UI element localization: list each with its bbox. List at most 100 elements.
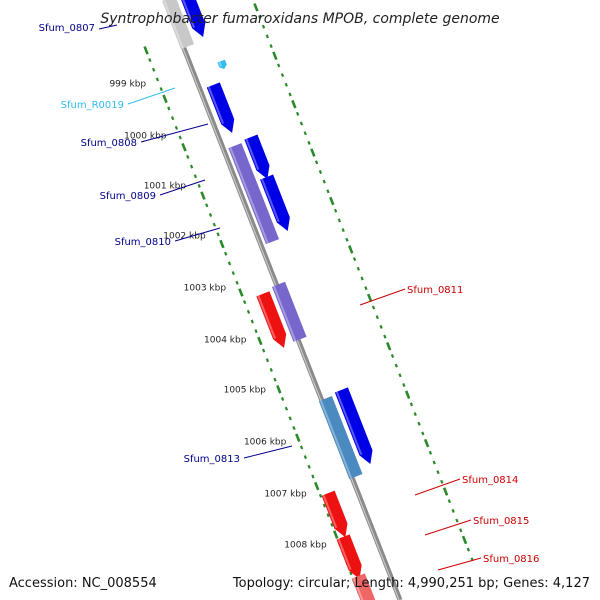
kbp-label: 1001 kbp — [144, 182, 187, 192]
tick-inner-minor — [265, 358, 270, 363]
tick-inner-minor — [284, 406, 289, 411]
topology-text: Topology: circular; Length: 4,990,251 bp… — [232, 576, 590, 591]
tick-inner-major — [143, 46, 149, 55]
tick-inner-minor — [269, 367, 273, 372]
tick-inner-minor — [197, 183, 201, 188]
kbp-label: 1006 kbp — [244, 438, 287, 448]
kbp-label: 1002 kbp — [163, 232, 206, 242]
gene-label-leader — [140, 123, 209, 143]
gene-label[interactable]: Sfum_0810 — [115, 237, 171, 248]
gene-sfum-0811-reverse[interactable] — [256, 291, 287, 348]
kbp-label: 1004 kbp — [204, 336, 247, 346]
tick-outer-minor — [364, 286, 368, 291]
tick-outer-minor — [390, 353, 395, 358]
tick-outer-major — [272, 51, 278, 61]
gene-label[interactable]: Sfum_0813 — [184, 454, 240, 465]
gene-label[interactable]: Sfum_0811 — [407, 285, 463, 296]
gene-label-leader — [243, 445, 293, 459]
tick-outer-minor — [299, 121, 304, 126]
gene-label[interactable]: Sfum_0814 — [462, 475, 518, 486]
gene-sfum-r0019[interactable] — [217, 59, 227, 70]
tick-outer-minor — [261, 24, 266, 29]
tick-inner-minor — [288, 416, 292, 421]
tick-outer-minor — [326, 189, 330, 194]
tick-outer-minor — [432, 460, 436, 465]
gene-sfum-0810[interactable] — [260, 174, 290, 232]
tick-inner-minor — [261, 348, 266, 353]
tick-marks-outer — [253, 3, 474, 562]
gene-label-leader — [359, 288, 406, 306]
gene-label-leader — [414, 478, 461, 496]
tick-outer-major — [329, 196, 335, 206]
gene-sfum-0814-highlight — [322, 494, 338, 529]
gene-label[interactable]: Sfum_0816 — [483, 554, 539, 565]
gene-sfum-0809[interactable] — [244, 134, 270, 180]
tick-outer-minor — [258, 15, 262, 20]
tick-outer-minor — [417, 421, 421, 426]
gene-label[interactable]: Sfum_0809 — [100, 191, 156, 202]
gene-label[interactable]: Sfum_R0019 — [61, 100, 124, 111]
tick-inner-minor — [292, 426, 296, 431]
gene-sfum-0813-region[interactable] — [318, 395, 363, 480]
gene-sfum-0816[interactable] — [351, 573, 379, 600]
gene-sfum-0809-region[interactable] — [228, 143, 280, 245]
tick-inner-minor — [227, 261, 232, 266]
tick-outer-minor — [288, 92, 292, 97]
tick-inner-minor — [167, 106, 171, 111]
tick-inner-major — [295, 433, 301, 442]
tick-outer-minor — [341, 228, 345, 233]
tick-inner-minor — [322, 503, 326, 508]
kbp-label: 1005 kbp — [224, 386, 267, 396]
tick-inner-minor — [224, 251, 228, 256]
gene-sfum-0808[interactable] — [206, 82, 235, 133]
tick-inner-minor — [205, 203, 209, 208]
tick-inner-minor — [246, 309, 251, 314]
tick-inner-major — [314, 481, 320, 491]
tick-outer-minor — [269, 44, 273, 49]
gene-sfum-0811[interactable] — [271, 281, 307, 342]
tick-inner-minor — [299, 445, 304, 450]
tick-inner-major — [333, 530, 339, 539]
tick-inner-major — [276, 385, 282, 394]
gene-label-leader — [174, 227, 221, 242]
gene-sfum-0807[interactable] — [179, 0, 206, 37]
tick-outer-minor — [345, 237, 349, 242]
gene-label[interactable]: Sfum_0807 — [39, 23, 95, 34]
gene-label[interactable]: Sfum_0808 — [81, 138, 137, 149]
tick-marks-inner — [143, 46, 361, 595]
gene-sfum-0807-highlight — [182, 0, 196, 28]
gene-sfum-0814[interactable] — [321, 490, 348, 538]
kbp-label: 999 kbp — [109, 80, 146, 90]
gene-sfum-0807-shadow[interactable] — [162, 0, 195, 50]
tick-outer-minor — [333, 208, 338, 213]
tick-outer-minor — [375, 315, 379, 320]
tick-outer-minor — [277, 63, 281, 68]
tick-inner-minor — [326, 513, 330, 518]
gene-sfum-0815-highlight — [337, 538, 352, 570]
tick-outer-minor — [356, 266, 360, 271]
gene-label[interactable]: Sfum_0815 — [473, 516, 529, 527]
tick-outer-minor — [352, 257, 357, 262]
tick-inner-minor — [311, 474, 315, 479]
gene-sfum-0809-region-highlight — [229, 147, 269, 244]
tick-outer-minor — [440, 479, 444, 484]
tick-outer-minor — [447, 499, 452, 504]
tick-inner-major — [181, 142, 187, 152]
tick-inner-minor — [148, 58, 152, 63]
tick-outer-minor — [428, 450, 433, 455]
tick-outer-major — [461, 535, 468, 545]
tick-outer-minor — [314, 160, 319, 165]
tick-inner-minor — [231, 271, 235, 276]
gene-sfum-0816-highlight — [352, 577, 364, 600]
tick-outer-major — [442, 487, 449, 496]
gene-sfum-0813[interactable] — [334, 387, 373, 464]
tick-inner-major — [200, 191, 206, 200]
tick-inner-minor — [250, 319, 254, 324]
gene-label-leader — [437, 557, 482, 571]
tick-inner-major — [238, 288, 244, 297]
gene-sfum-0815[interactable] — [336, 534, 362, 579]
tick-outer-minor — [307, 140, 311, 145]
tick-inner-major — [162, 94, 168, 104]
tick-outer-minor — [360, 276, 364, 281]
